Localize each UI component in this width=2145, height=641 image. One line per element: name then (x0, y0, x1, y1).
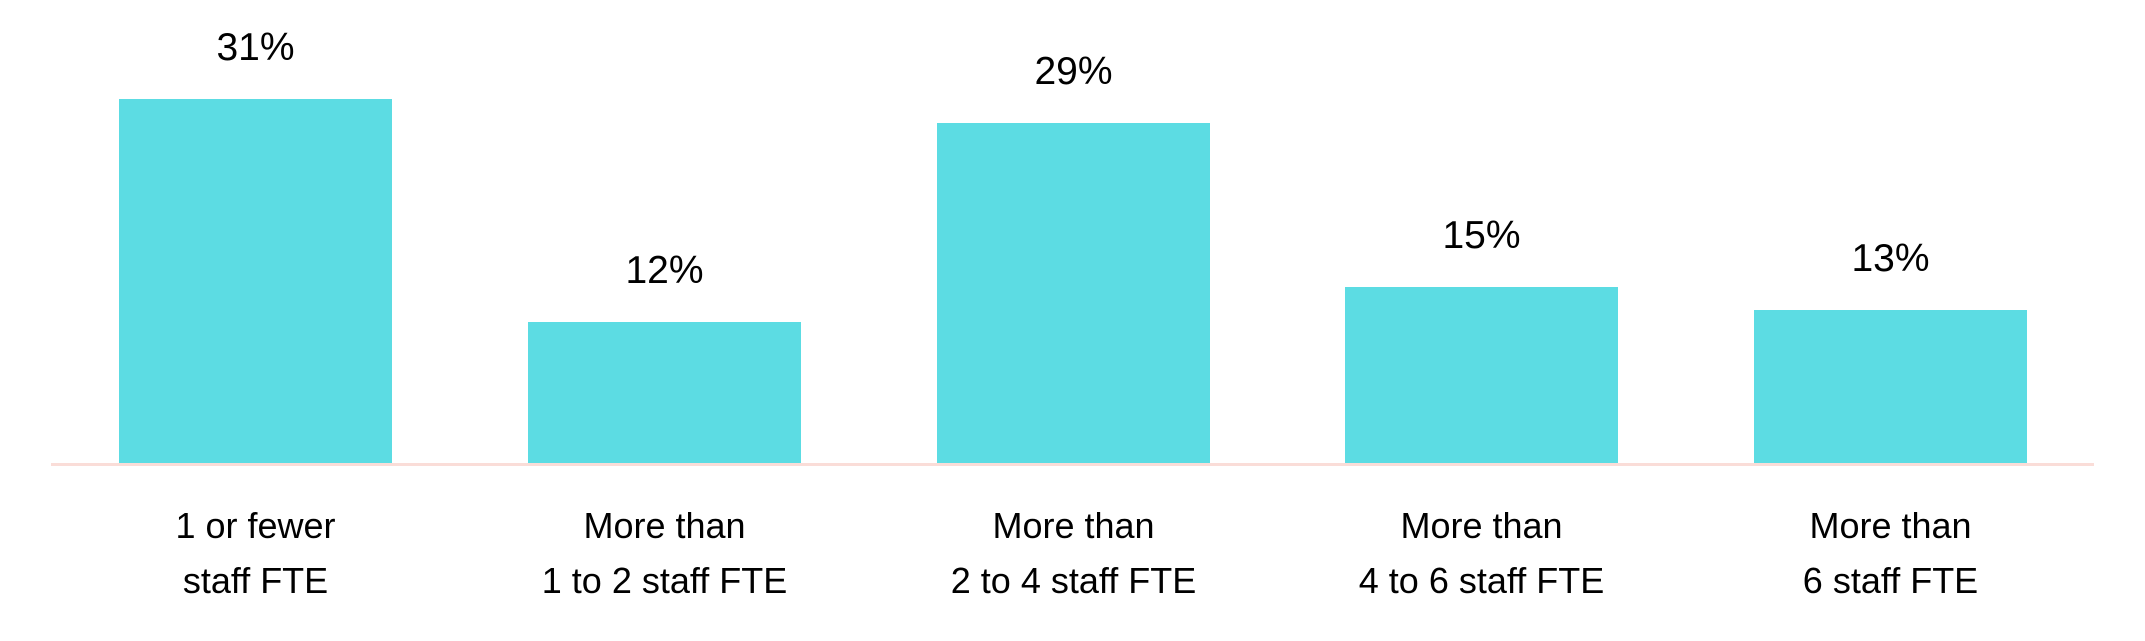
category-label: More than 1 to 2 staff FTE (465, 498, 865, 608)
value-label: 31% (216, 26, 295, 69)
bar (1345, 287, 1618, 463)
category-label-line1: More than (583, 505, 746, 546)
category-label-line1: 1 or fewer (175, 505, 336, 546)
category-label: More than 6 staff FTE (1691, 498, 2091, 608)
x-axis-line (51, 463, 2094, 466)
category-label: More than 4 to 6 staff FTE (1282, 498, 1682, 608)
category-label-line1: More than (1400, 505, 1563, 546)
category-label-line2: 4 to 6 staff FTE (1358, 560, 1605, 601)
category-label: 1 or fewer staff FTE (56, 498, 456, 608)
category-label-line1: More than (1809, 505, 1972, 546)
bar (528, 322, 801, 463)
value-label: 15% (1442, 214, 1521, 257)
value-label: 29% (1034, 50, 1113, 93)
category-label-line1: More than (992, 505, 1155, 546)
bar (937, 123, 1210, 463)
bar (119, 99, 392, 463)
category-label: More than 2 to 4 staff FTE (874, 498, 1274, 608)
category-label-line2: 1 to 2 staff FTE (541, 560, 788, 601)
category-label-line2: 6 staff FTE (1802, 560, 1979, 601)
category-label-line2: 2 to 4 staff FTE (950, 560, 1197, 601)
value-label: 12% (625, 249, 704, 292)
bar (1754, 310, 2027, 463)
value-label: 13% (1851, 237, 1930, 280)
category-label-line2: staff FTE (182, 560, 329, 601)
